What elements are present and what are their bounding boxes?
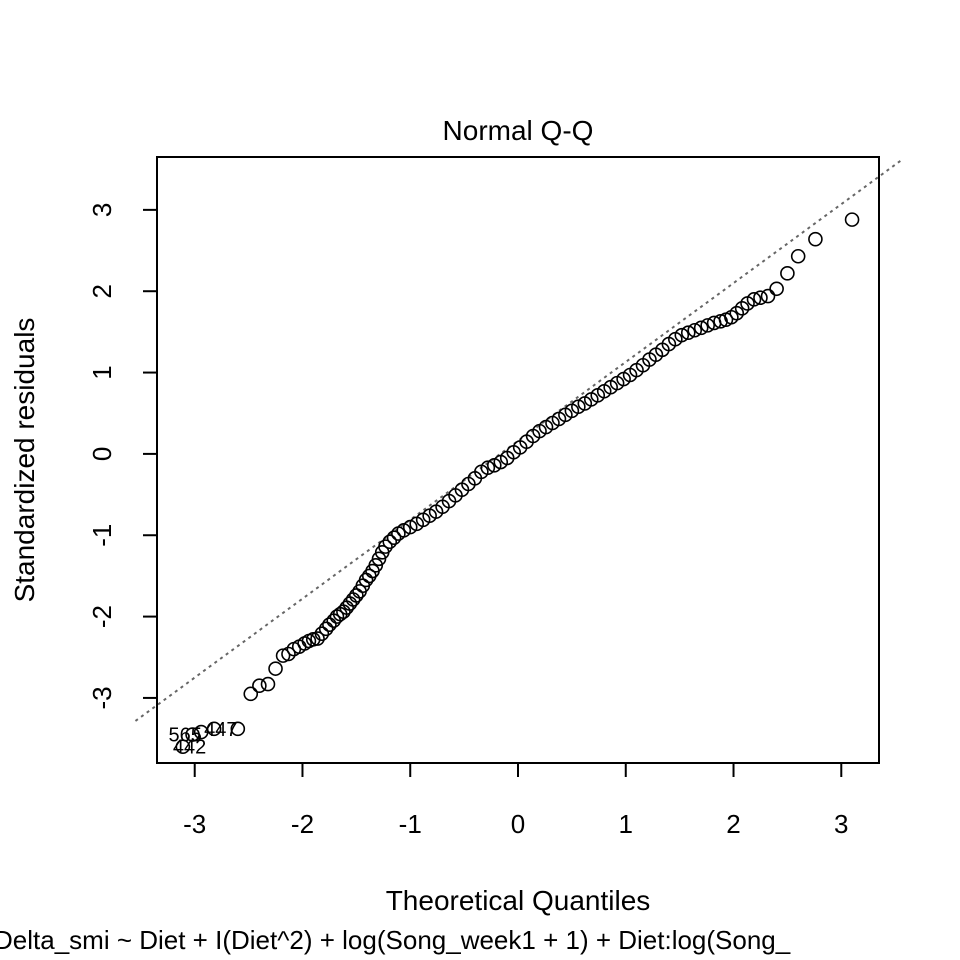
data-point [480, 460, 496, 476]
data-point [729, 305, 745, 321]
plot-frame [156, 156, 880, 764]
data-point [382, 534, 398, 550]
data-point [680, 325, 696, 341]
data-point [734, 300, 750, 316]
data-point [230, 721, 246, 737]
outlier-label: 447 [204, 719, 237, 741]
x-tick-label: 1 [619, 809, 633, 839]
x-tick-label: 3 [834, 809, 848, 839]
data-point [700, 318, 715, 333]
data-point [693, 320, 709, 336]
data-point [746, 292, 762, 307]
data-point [844, 212, 860, 227]
data-point [318, 621, 334, 637]
y-tick-label: 1 [87, 365, 117, 379]
x-axis-title: Theoretical Quantiles [386, 885, 651, 916]
y-axis-title: Standardized residuals [9, 318, 40, 603]
data-point [345, 592, 361, 607]
x-tick-label: 2 [726, 809, 740, 839]
data-point [386, 530, 402, 545]
data-point [243, 686, 259, 702]
y-tick-label: 2 [87, 284, 117, 298]
data-point [322, 617, 337, 633]
y-tick-label: 0 [87, 447, 117, 461]
data-point [760, 288, 776, 304]
data-point [808, 231, 823, 247]
data-point [753, 290, 768, 306]
data-point [314, 626, 330, 641]
y-tick-label: -2 [87, 605, 117, 628]
data-point [687, 322, 703, 338]
data-point [268, 661, 283, 676]
data-point [349, 588, 364, 603]
axes: -3 -2 -1 0 1 2 3 -3 -2 -1 0 1 2 3 [87, 156, 880, 839]
model-formula-subtitle: Delta_smi ~ Diet + I(Diet^2) + log(Song_… [0, 925, 791, 955]
x-tick-label: -2 [291, 809, 314, 839]
outlier-label: 565 [169, 725, 202, 747]
y-tick-label: -1 [87, 524, 117, 547]
data-point [342, 596, 358, 611]
data-point [790, 248, 806, 264]
chart-title: Normal Q-Q [443, 115, 594, 146]
data-point [260, 676, 276, 692]
x-tick-label: -3 [183, 809, 206, 839]
data-point [185, 727, 200, 742]
y-tick-label: 3 [87, 203, 117, 217]
data-point [769, 281, 784, 297]
data-point [206, 721, 222, 737]
data-point [310, 631, 325, 646]
data-point [252, 678, 267, 694]
data-point [378, 539, 393, 554]
data-point [780, 266, 795, 281]
data-point [175, 739, 191, 755]
data-point [674, 327, 690, 343]
x-tick-label: 0 [511, 809, 525, 839]
y-tick-label: -3 [87, 686, 117, 709]
x-tick-label: -1 [399, 809, 422, 839]
outlier-label: 442 [173, 737, 206, 759]
data-point [281, 646, 296, 662]
